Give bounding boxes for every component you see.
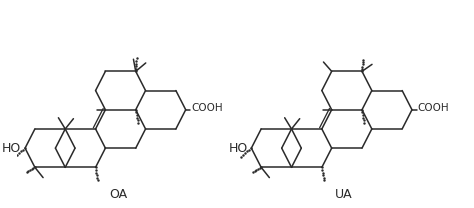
Text: OA: OA	[109, 188, 127, 201]
Text: UA: UA	[335, 188, 353, 201]
Text: COOH: COOH	[191, 103, 223, 113]
Text: HO: HO	[228, 142, 248, 155]
Text: COOH: COOH	[418, 103, 449, 113]
Text: HO: HO	[2, 142, 21, 155]
